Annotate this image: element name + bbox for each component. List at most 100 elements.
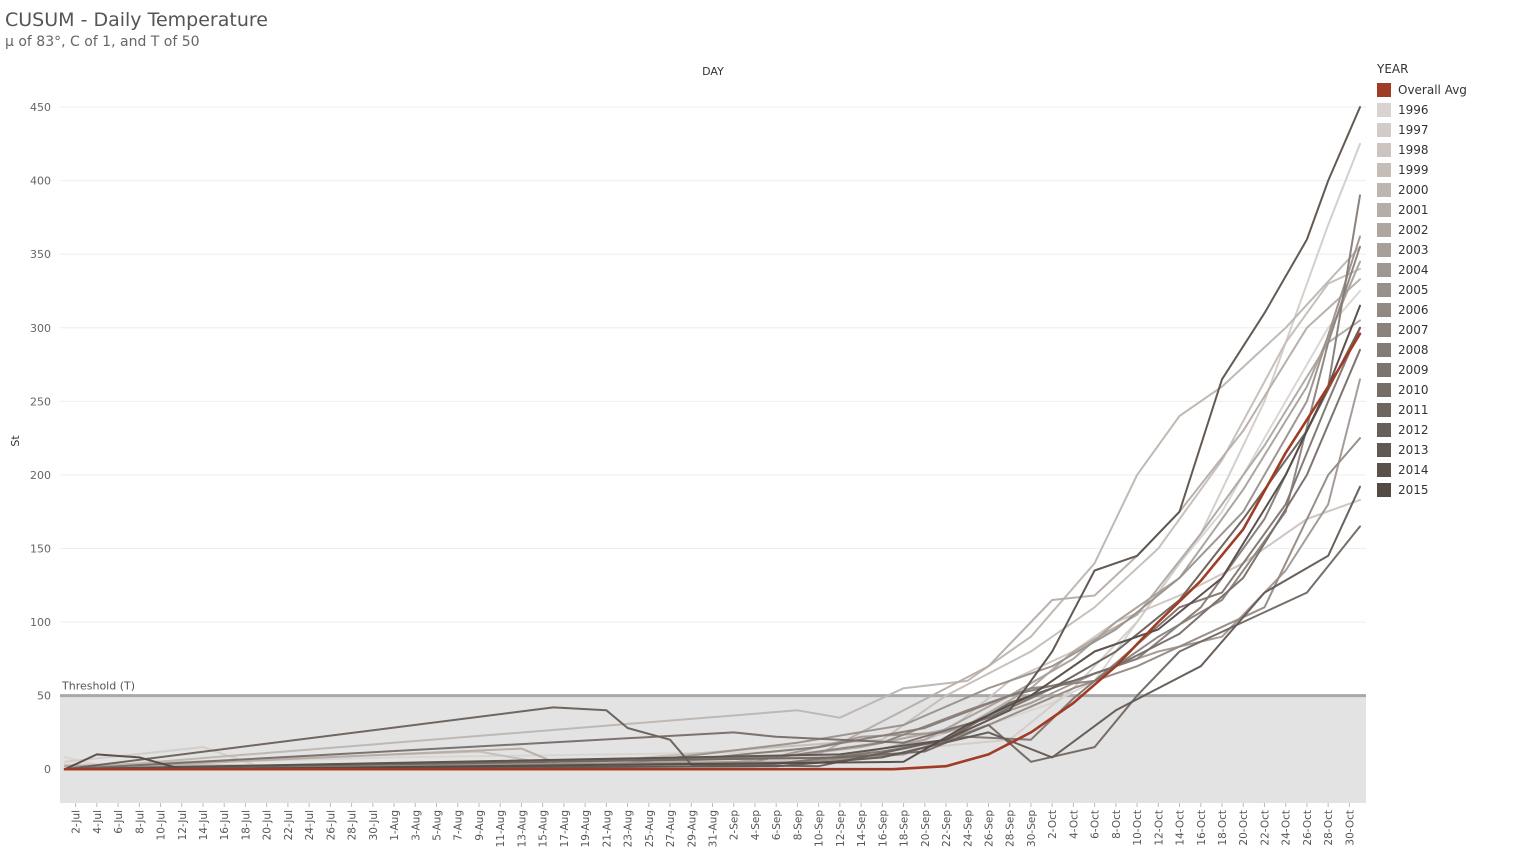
x-tick-label: 14-Oct	[1175, 810, 1187, 846]
x-tick-label: 1-Aug	[389, 810, 401, 841]
series-line-overall-avg	[63, 332, 1362, 771]
legend-swatch	[1377, 323, 1391, 337]
legend-label: 1999	[1398, 163, 1429, 177]
x-tick-label: 9-Aug	[474, 810, 486, 841]
x-tick-label: 8-Sep	[792, 810, 804, 841]
x-tick-label: 26-Sep	[983, 810, 995, 847]
legend-swatch	[1377, 303, 1391, 317]
legend-item-2002[interactable]: 2002	[1377, 220, 1512, 240]
legend: YEAR Overall Avg 1996 1997 1998 1999 2000 2001…	[1377, 62, 1512, 500]
legend-item-1996[interactable]: 1996	[1377, 100, 1512, 120]
x-tick-label: 4-Jul	[92, 810, 104, 834]
legend-swatch	[1377, 123, 1391, 137]
y-tick-label: 300	[30, 322, 51, 335]
legend-swatch	[1377, 383, 1391, 397]
legend-item-1997[interactable]: 1997	[1377, 120, 1512, 140]
x-tick-label: 28-Sep	[1005, 810, 1017, 847]
x-tick-label: 30-Jul	[368, 810, 380, 840]
legend-swatch	[1377, 83, 1391, 97]
legend-item-2007[interactable]: 2007	[1377, 320, 1512, 340]
chart-subtitle: μ of 83°, C of 1, and T of 50	[5, 34, 200, 50]
legend-item-2013[interactable]: 2013	[1377, 440, 1512, 460]
x-tick-label: 20-Oct	[1238, 810, 1250, 846]
x-tick-label: 20-Jul	[262, 810, 274, 840]
x-tick-label: 6-Oct	[1090, 810, 1102, 839]
y-tick-label: 50	[37, 690, 51, 703]
x-tick-label: 26-Oct	[1302, 810, 1314, 846]
x-tick-label: 4-Oct	[1068, 810, 1080, 839]
series-line-2000	[64, 245, 1361, 771]
x-tick-label: 10-Jul	[156, 810, 168, 840]
legend-item-2005[interactable]: 2005	[1377, 280, 1512, 300]
y-axis: 0 50 100 150 200 250 300 350 400 450	[30, 101, 51, 776]
legend-item-overall-avg[interactable]: Overall Avg	[1377, 80, 1512, 100]
y-tick-label: 450	[30, 101, 51, 114]
legend-label: 2014	[1398, 463, 1429, 477]
x-tick-label: 12-Sep	[835, 810, 847, 847]
legend-label: 2001	[1398, 203, 1429, 217]
legend-swatch	[1377, 183, 1391, 197]
legend-item-2010[interactable]: 2010	[1377, 380, 1512, 400]
x-tick-label: 7-Aug	[453, 810, 465, 841]
x-tick-label: 14-Sep	[856, 810, 868, 847]
x-tick-label: 18-Oct	[1217, 810, 1229, 846]
x-tick-label: 16-Jul	[219, 810, 231, 840]
legend-item-2001[interactable]: 2001	[1377, 200, 1512, 220]
legend-item-2015[interactable]: 2015	[1377, 480, 1512, 500]
series-line-2009	[64, 326, 1361, 771]
legend-label: 2011	[1398, 403, 1429, 417]
x-tick-label: 15-Aug	[538, 810, 550, 847]
x-tick-label: 31-Aug	[708, 810, 720, 847]
x-tick-label: 16-Oct	[1196, 810, 1208, 846]
x-tick-label: 2-Jul	[71, 810, 83, 834]
legend-label: 2004	[1398, 263, 1429, 277]
x-tick-label: 26-Jul	[325, 810, 337, 840]
y-tick-label: 0	[44, 763, 51, 776]
legend-item-2003[interactable]: 2003	[1377, 240, 1512, 260]
legend-item-2009[interactable]: 2009	[1377, 360, 1512, 380]
y-tick-label: 100	[30, 616, 51, 629]
legend-swatch	[1377, 163, 1391, 177]
x-tick-label: 22-Oct	[1259, 810, 1271, 846]
legend-label: 2008	[1398, 343, 1429, 357]
legend-item-2008[interactable]: 2008	[1377, 340, 1512, 360]
gridlines	[60, 106, 1366, 770]
x-tick-label: 23-Aug	[623, 810, 635, 847]
chart-title: CUSUM - Daily Temperature	[5, 9, 268, 31]
x-tick-label: 16-Sep	[877, 810, 889, 847]
x-tick-label: 24-Sep	[962, 810, 974, 847]
legend-item-1998[interactable]: 1998	[1377, 140, 1512, 160]
legend-swatch	[1377, 423, 1391, 437]
x-tick-label: 10-Oct	[1132, 810, 1144, 846]
legend-label: 2007	[1398, 323, 1429, 337]
y-tick-label: 200	[30, 469, 51, 482]
x-tick-label: 8-Oct	[1111, 810, 1123, 839]
legend-item-2004[interactable]: 2004	[1377, 260, 1512, 280]
legend-label: 1996	[1398, 103, 1429, 117]
legend-swatch	[1377, 463, 1391, 477]
y-tick-label: 150	[30, 542, 51, 555]
legend-item-1999[interactable]: 1999	[1377, 160, 1512, 180]
x-tick-label: 8-Jul	[134, 810, 146, 834]
x-axis: 2-Jul 4-Jul 6-Jul 8-Jul 10-Jul 12-Jul 14-Jul 16…	[71, 803, 1356, 847]
legend-item-2006[interactable]: 2006	[1377, 300, 1512, 320]
x-tick-label: 28-Jul	[347, 810, 359, 840]
legend-label: 1997	[1398, 123, 1429, 137]
legend-item-2012[interactable]: 2012	[1377, 420, 1512, 440]
legend-title: YEAR	[1377, 62, 1409, 76]
legend-item-2000[interactable]: 2000	[1377, 180, 1512, 200]
x-tick-label: 19-Aug	[580, 810, 592, 847]
x-tick-label: 28-Oct	[1323, 810, 1335, 846]
x-tick-label: 12-Oct	[1153, 810, 1165, 846]
series-line-2006	[64, 437, 1361, 771]
legend-label: 2009	[1398, 363, 1429, 377]
series-line-2014	[64, 106, 1361, 771]
legend-swatch	[1377, 283, 1391, 297]
legend-swatch	[1377, 443, 1391, 457]
legend-label: 2006	[1398, 303, 1429, 317]
x-tick-label: 10-Sep	[814, 810, 826, 847]
legend-swatch	[1377, 243, 1391, 257]
legend-item-2011[interactable]: 2011	[1377, 400, 1512, 420]
legend-item-2014[interactable]: 2014	[1377, 460, 1512, 480]
